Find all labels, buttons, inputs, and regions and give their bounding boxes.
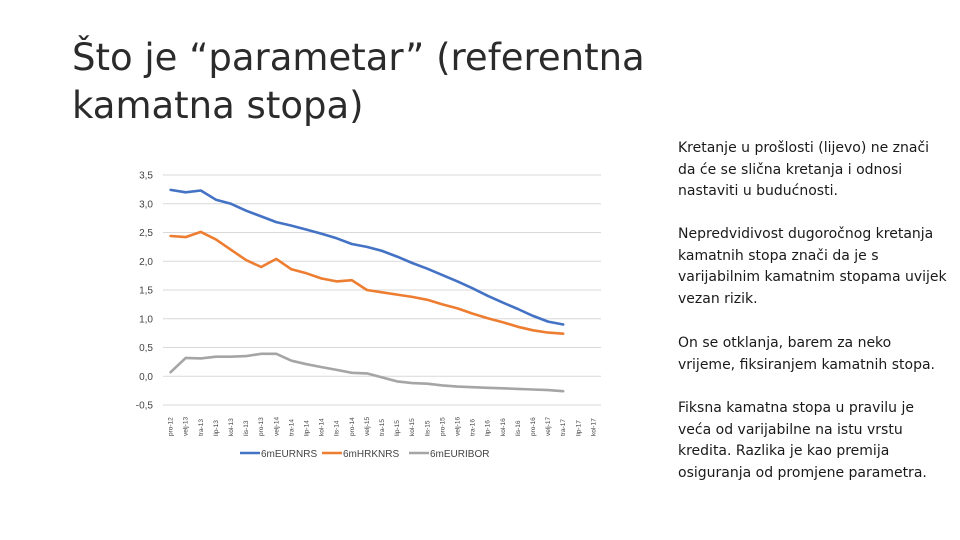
x-tick-label: velj-14	[273, 416, 280, 436]
legend-label: 6mHRKNRS	[343, 449, 399, 460]
x-tick-label: pro-12	[168, 417, 175, 436]
x-tick-label: lis-15	[424, 420, 431, 436]
x-tick-label: lis-14	[334, 420, 341, 436]
x-tick-label: kol-14	[319, 418, 326, 436]
series-line-6meuribor	[169, 352, 565, 393]
x-tick-label: kol-16	[500, 418, 507, 436]
x-tick-label: lis-13	[243, 420, 250, 436]
x-tick-label: velj-13	[183, 416, 190, 436]
x-tick-label: velj-15	[364, 416, 371, 436]
x-axis-ticks: pro-12 velj-13 tra-13 lip-13 kol-13 lis-13 pro…	[168, 416, 598, 436]
y-tick-label: 2,5	[139, 228, 153, 239]
series-lines	[169, 188, 565, 393]
y-tick-label: 3,5	[139, 171, 153, 182]
x-tick-label: tra-16	[470, 419, 477, 436]
y-tick-label: -0,5	[136, 401, 154, 412]
x-tick-label: kol-17	[590, 418, 597, 436]
x-tick-label: lip-15	[394, 420, 401, 436]
x-tick-label: tra-14	[288, 419, 295, 436]
legend-label: 6mEURNRS	[261, 449, 317, 460]
x-tick-label: lip-14	[303, 420, 310, 436]
x-tick-label: kol-15	[409, 418, 416, 436]
y-tick-label: 0,0	[139, 372, 153, 383]
x-tick-label: tra-17	[560, 419, 567, 436]
legend: 6mEURNRS 6mHRKNRS 6mEURIBOR	[240, 449, 489, 460]
y-tick-label: 0,5	[139, 343, 153, 354]
y-tick-label: 1,5	[139, 286, 153, 297]
x-tick-label: lis-16	[515, 420, 522, 436]
y-tick-label: 1,0	[139, 314, 153, 325]
series-line-6meurnrs	[169, 188, 565, 326]
x-tick-label: lip-16	[485, 420, 492, 436]
slide-title: Što je “parametar” (referentna kamatna s…	[72, 36, 645, 127]
x-tick-label: pro-14	[349, 417, 356, 436]
series-line-6mhrknrs	[169, 230, 565, 335]
paragraph-fixed-rate-premium: Fiksna kamatna stopa u pravilu je veća o…	[678, 400, 927, 481]
paragraph-fixing-rates: On se otklanja, barem za neko vrijeme, f…	[678, 335, 935, 373]
legend-label: 6mEURIBOR	[430, 449, 489, 460]
x-tick-label: velj-17	[545, 416, 552, 436]
y-tick-label: 2,0	[139, 257, 153, 268]
x-tick-label: pro-13	[258, 417, 265, 436]
x-tick-label: pro-16	[530, 417, 537, 436]
x-tick-label: lip-13	[213, 420, 220, 436]
x-tick-label: pro-15	[439, 417, 446, 436]
x-tick-label: kol-13	[228, 418, 235, 436]
x-tick-label: tra-13	[198, 419, 205, 436]
paragraph-unpredictability: Nepredvidivost dugoročnog kretanja kamat…	[678, 226, 947, 307]
x-tick-label: velj-16	[455, 416, 462, 436]
x-tick-label: tra-15	[379, 419, 386, 436]
paragraph-past-trends: Kretanje u prošlosti (lijevo) ne znači d…	[678, 140, 930, 199]
y-tick-label: 3,0	[139, 199, 153, 210]
x-tick-label: lip-17	[575, 420, 582, 436]
gridlines	[163, 174, 601, 406]
y-axis-ticks: 3,5 3,0 2,5 2,0 1,5 1,0 0,5 0,0 -0,5	[136, 171, 154, 412]
